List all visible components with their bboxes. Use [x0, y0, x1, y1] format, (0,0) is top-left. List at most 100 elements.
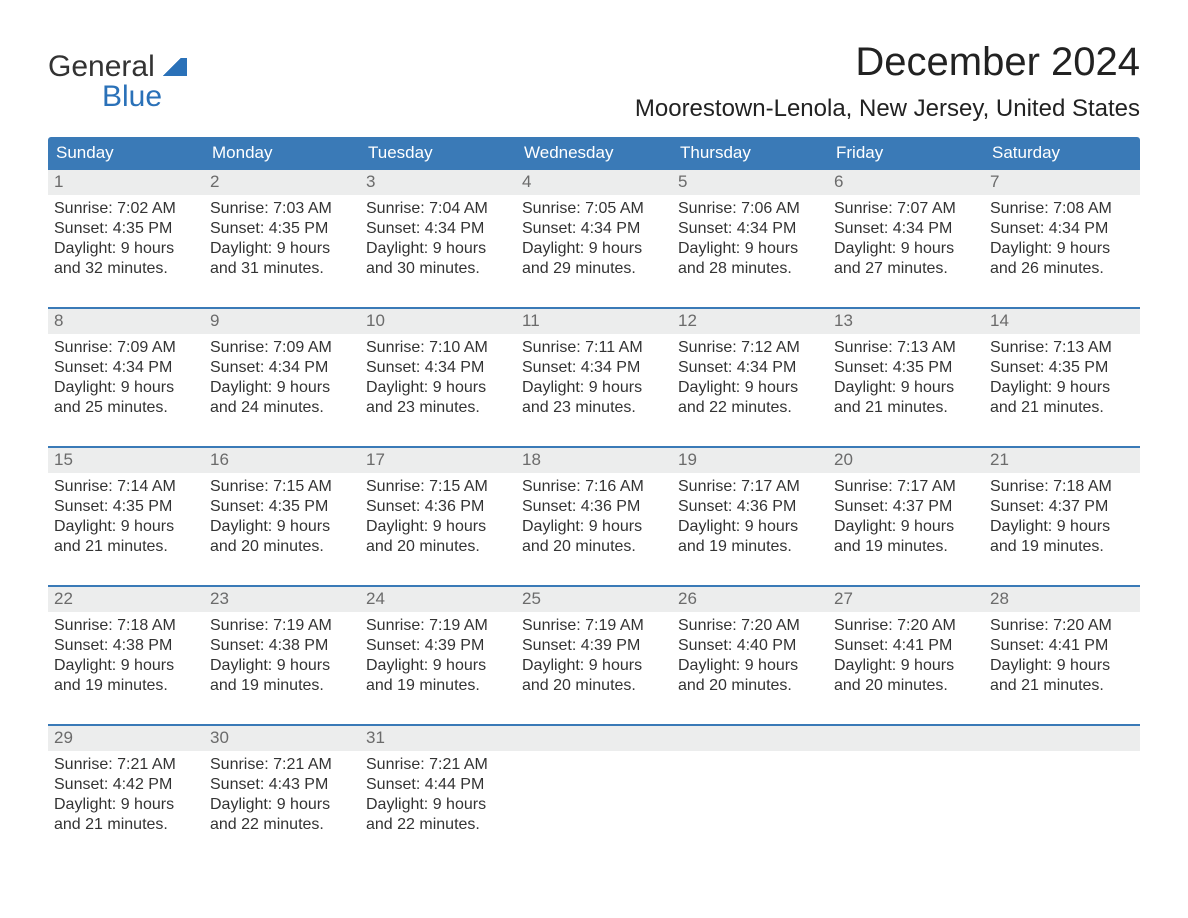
calendar: SundayMondayTuesdayWednesdayThursdayFrid… [48, 137, 1140, 841]
daynum-row: 15161718192021 [48, 448, 1140, 473]
daylight-line: Daylight: 9 hours and 19 minutes. [834, 517, 978, 557]
weekday-header: Saturday [984, 137, 1140, 170]
day-cell: Sunrise: 7:20 AMSunset: 4:41 PMDaylight:… [828, 612, 984, 702]
day-cell [828, 751, 984, 841]
sunset-line: Sunset: 4:34 PM [366, 358, 510, 378]
day-cell [516, 751, 672, 841]
daylight-line: Daylight: 9 hours and 21 minutes. [990, 378, 1134, 418]
day-number: 20 [828, 448, 984, 473]
sunrise-line: Sunrise: 7:11 AM [522, 338, 666, 358]
content-row: Sunrise: 7:09 AM Sunset: 4:34 PM Daylight:… [48, 334, 1140, 424]
day-cell: Sunrise: 7:21 AMSunset: 4:42 PMDaylight:… [48, 751, 204, 841]
week-block: 891011121314Sunrise: 7:09 AMSunset: 4:34… [48, 285, 1140, 424]
day-cell: Sunrise: 7:21 AMSunset: 4:44 PMDaylight:… [360, 751, 516, 841]
sunset-line: Sunset: 4:41 PM [990, 636, 1134, 656]
day-cell: Sunrise: 7:19 AMSunset: 4:39 PMDaylight:… [516, 612, 672, 702]
daylight-line: Daylight: 9 hours and 28 minutes. [678, 239, 822, 279]
day-number: 24 [360, 587, 516, 612]
week-block: 293031 Sunrise: 7:21 AMSunset: 4:42 PMDa… [48, 702, 1140, 841]
sunset-line: Sunset: 4:34 PM [366, 219, 510, 239]
daylight-line: Daylight: 9 hours and 20 minutes. [522, 656, 666, 696]
day-cell: Sunrise: 7:11 AMSunset: 4:34 PMDaylight:… [516, 334, 672, 424]
sunset-line: Sunset: 4:35 PM [990, 358, 1134, 378]
day-cell: Sunrise: 7:16 AMSunset: 4:36 PMDaylight:… [516, 473, 672, 563]
sunrise-line: Sunrise: 7:19 AM [522, 616, 666, 636]
sunset-line: Sunset: 4:42 PM [54, 775, 198, 795]
title-block: December 2024 Moorestown-Lenola, New Jer… [635, 40, 1140, 123]
content-row: Sunrise: 7:18 AMSunset: 4:38 PMDaylight:… [48, 612, 1140, 702]
day-number: 22 [48, 587, 204, 612]
sunset-line: Sunset: 4:34 PM [678, 219, 822, 239]
weekday-header: Monday [204, 137, 360, 170]
sunset-line: Sunset: 4:41 PM [834, 636, 978, 656]
daylight-line: Daylight: 9 hours and 25 minutes. [54, 378, 198, 418]
day-cell: Sunrise: 7:06 AMSunset: 4:34 PMDaylight:… [672, 195, 828, 285]
week-block: 1234567Sunrise: 7:02 AMSunset: 4:35 PMDa… [48, 170, 1140, 285]
sunrise-line: Sunrise: 7:14 AM [54, 477, 198, 497]
sunset-line: Sunset: 4:44 PM [366, 775, 510, 795]
daylight-line: Daylight: 9 hours and 32 minutes. [54, 239, 198, 279]
sunset-line: Sunset: 4:38 PM [210, 636, 354, 656]
sunrise-line: Sunrise: 7:13 AM [990, 338, 1134, 358]
day-number: 16 [204, 448, 360, 473]
daylight-line: Daylight: 9 hours and 19 minutes. [366, 656, 510, 696]
day-number: 7 [984, 170, 1140, 195]
logo: General Blue [48, 40, 187, 112]
week-block: 15161718192021Sunrise: 7:14 AMSunset: 4:… [48, 424, 1140, 563]
weekday-header-row: SundayMondayTuesdayWednesdayThursdayFrid… [48, 137, 1140, 170]
sunrise-line: Sunrise: 7:20 AM [990, 616, 1134, 636]
daylight-line: Daylight: 9 hours and 21 minutes. [834, 378, 978, 418]
day-cell [984, 751, 1140, 841]
day-cell: Sunrise: 7:15 AMSunset: 4:35 PMDaylight:… [204, 473, 360, 563]
day-number: 30 [204, 726, 360, 751]
day-cell: Sunrise: 7:12 AMSunset: 4:34 PMDaylight:… [672, 334, 828, 424]
content-row: Sunrise: 7:21 AMSunset: 4:42 PMDaylight:… [48, 751, 1140, 841]
day-number [828, 726, 984, 751]
daylight-line: Daylight: 9 hours and 19 minutes. [210, 656, 354, 696]
day-number: 15 [48, 448, 204, 473]
day-number: 4 [516, 170, 672, 195]
daylight-line: Daylight: 9 hours and 22 minutes. [366, 795, 510, 835]
sunrise-line: Sunrise: 7:15 AM [366, 477, 510, 497]
daynum-row: 293031 [48, 726, 1140, 751]
day-cell: Sunrise: 7:20 AMSunset: 4:40 PMDaylight:… [672, 612, 828, 702]
day-number: 26 [672, 587, 828, 612]
day-number [516, 726, 672, 751]
sunset-line: Sunset: 4:39 PM [522, 636, 666, 656]
daylight-line: Daylight: 9 hours and 21 minutes. [54, 517, 198, 557]
sunset-line: Sunset: 4:36 PM [678, 497, 822, 517]
weekday-header: Thursday [672, 137, 828, 170]
weeks-container: 1234567Sunrise: 7:02 AMSunset: 4:35 PMDa… [48, 170, 1140, 841]
day-cell: Sunrise: 7:20 AMSunset: 4:41 PMDaylight:… [984, 612, 1140, 702]
daylight-line: Daylight: 9 hours and 23 minutes. [522, 378, 666, 418]
daylight-line: Daylight: 9 hours and 22 minutes. [210, 795, 354, 835]
day-number: 31 [360, 726, 516, 751]
day-number: 21 [984, 448, 1140, 473]
day-cell [672, 751, 828, 841]
sunrise-line: Sunrise: 7:12 AM [678, 338, 822, 358]
sunset-line: Sunset: 4:35 PM [54, 497, 198, 517]
daylight-line: Daylight: 9 hours and 21 minutes. [54, 795, 198, 835]
content-row: Sunrise: 7:02 AMSunset: 4:35 PMDaylight:… [48, 195, 1140, 285]
sunset-line: Sunset: 4:40 PM [678, 636, 822, 656]
sunrise-line: Sunrise: 7:18 AM [990, 477, 1134, 497]
sunrise-line: Sunrise: 7:17 AM [834, 477, 978, 497]
weekday-header: Tuesday [360, 137, 516, 170]
daylight-line: Daylight: 9 hours and 20 minutes. [210, 517, 354, 557]
sunset-line: Sunset: 4:34 PM [678, 358, 822, 378]
sunrise-line: Sunrise: 7:02 AM [54, 199, 198, 219]
day-number: 1 [48, 170, 204, 195]
sunset-line: Sunset: 4:34 PM [990, 219, 1134, 239]
daylight-line: Daylight: 9 hours and 20 minutes. [522, 517, 666, 557]
day-cell: Sunrise: 7:18 AMSunset: 4:38 PMDaylight:… [48, 612, 204, 702]
daylight-line: Daylight: 9 hours and 20 minutes. [834, 656, 978, 696]
day-number: 14 [984, 309, 1140, 334]
sunset-line: Sunset: 4:35 PM [54, 219, 198, 239]
day-cell: Sunrise: 7:15 AMSunset: 4:36 PMDaylight:… [360, 473, 516, 563]
sunrise-line: Sunrise: 7:10 AM [366, 338, 510, 358]
day-cell: Sunrise: 7:03 AMSunset: 4:35 PMDaylight:… [204, 195, 360, 285]
sunrise-line: Sunrise: 7:21 AM [366, 755, 510, 775]
sunrise-line: Sunrise: 7:09 AM [210, 338, 354, 358]
day-number [984, 726, 1140, 751]
daylight-line: Daylight: 9 hours and 20 minutes. [678, 656, 822, 696]
